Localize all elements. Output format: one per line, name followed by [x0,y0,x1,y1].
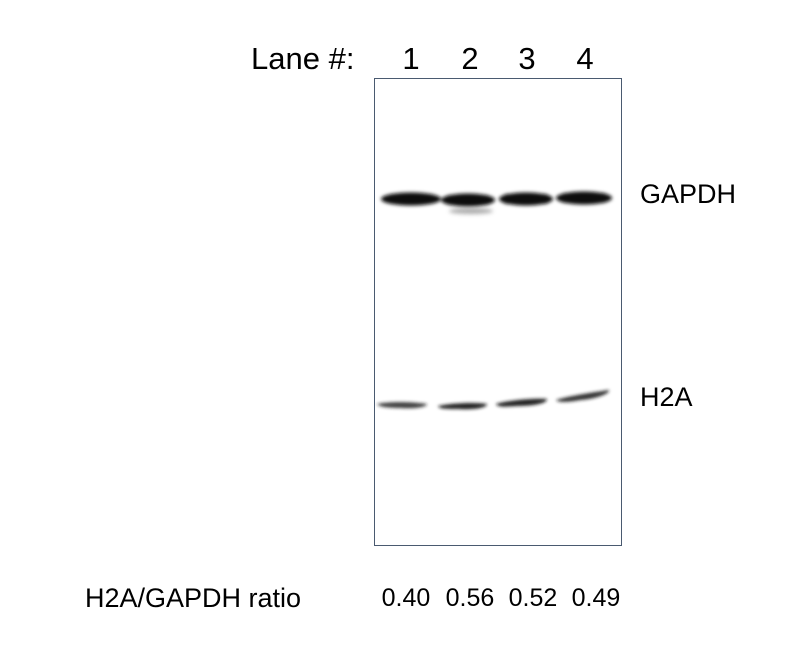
h2a-band-lane-4 [556,390,610,402]
band-label-gapdh: GAPDH [640,179,737,209]
lane-header-label: Lane #: [251,41,355,76]
band-label-h2a: H2A [640,382,693,412]
ratio-value-lane-3: 0.52 [508,584,558,612]
gapdh-band-row [381,191,612,207]
lane-number-4: 4 [576,41,594,76]
lane-number-2: 2 [461,41,479,76]
gapdh-band-lane-2-core [445,195,491,205]
lane-number-1: 1 [402,41,420,76]
h2a-band-lane-1 [377,402,427,409]
ratio-value-lane-1: 0.40 [381,584,431,612]
h2a-band-row [377,390,610,410]
h2a-band-lane-2 [438,402,487,410]
gapdh-band-lane-1-core [387,194,435,204]
gapdh-band-lane-3-core [502,194,550,204]
ratio-value-lane-2: 0.56 [445,584,495,612]
ratio-row-label: H2A/GAPDH ratio [85,583,302,613]
gapdh-smear-lane-2 [449,208,493,214]
h2a-band-lane-3 [496,398,547,407]
gapdh-band-lane-4-core [560,193,608,203]
ratio-value-lane-4: 0.49 [571,584,621,612]
lane-number-3: 3 [518,41,536,76]
western-blot-image [374,78,622,546]
